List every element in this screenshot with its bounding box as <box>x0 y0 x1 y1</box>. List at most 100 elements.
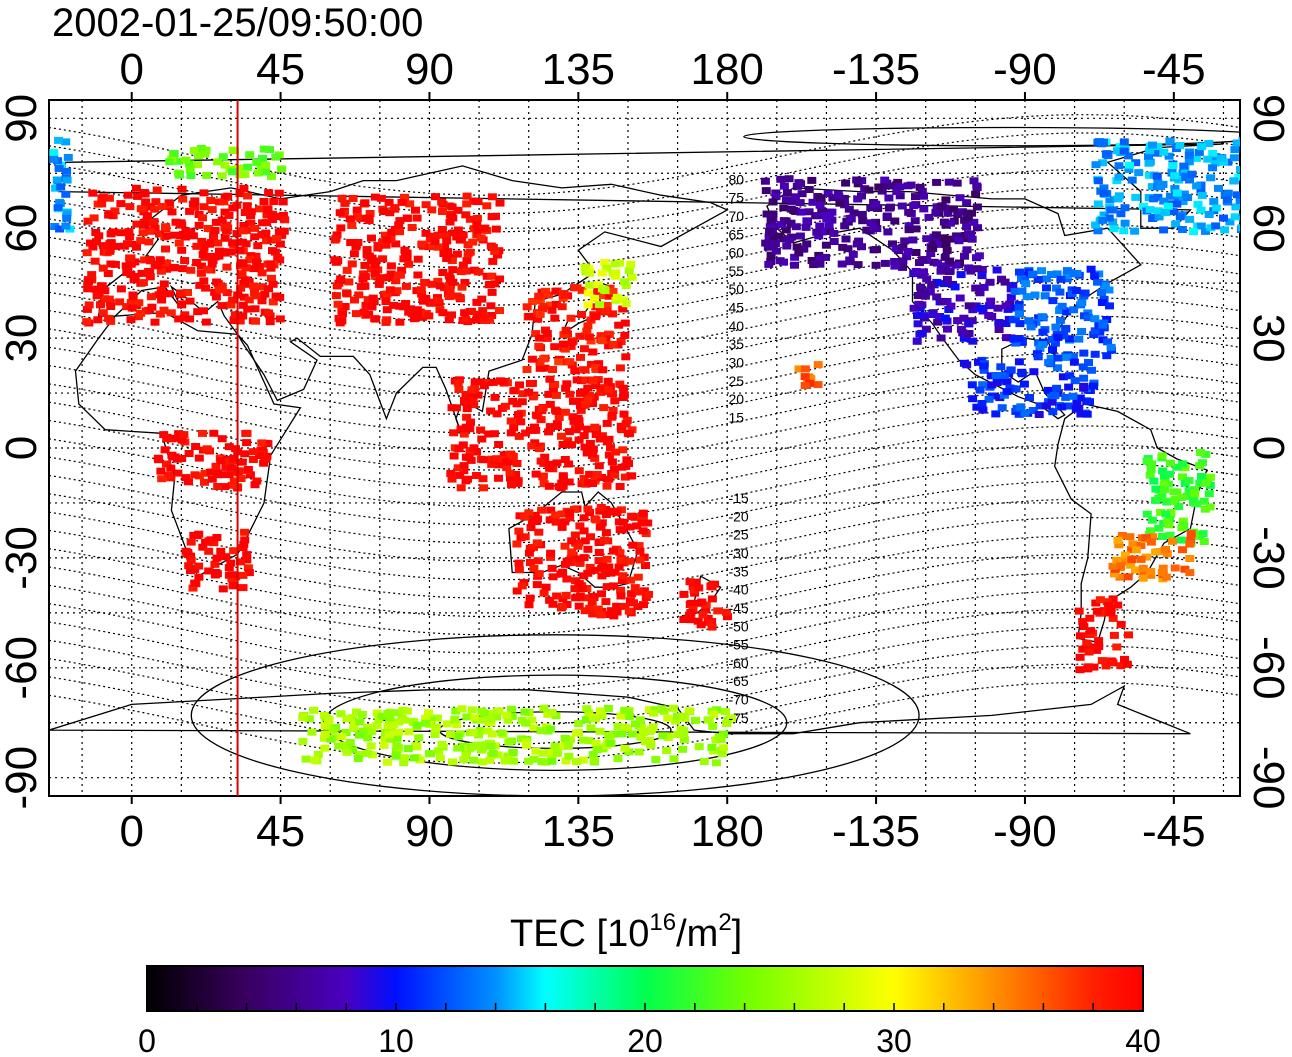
tec-cell <box>466 418 475 426</box>
tec-cell <box>570 367 580 375</box>
tec-cell <box>421 719 431 727</box>
tec-cell <box>144 267 154 275</box>
tec-cell <box>472 214 482 222</box>
tec-cell <box>686 609 696 617</box>
tec-cell <box>646 725 656 733</box>
tec-cell <box>591 431 601 438</box>
tec-cell <box>521 429 531 437</box>
tec-cell <box>474 268 484 276</box>
coastline <box>766 187 1142 420</box>
tec-cell <box>635 716 645 724</box>
tec-cell <box>488 257 498 265</box>
tec-cell <box>455 236 465 244</box>
tec-cell <box>1153 207 1163 215</box>
tec-cell <box>535 445 544 453</box>
tec-cell <box>620 706 630 714</box>
tec-cell <box>237 270 247 278</box>
tec-cell <box>800 365 810 373</box>
tec-cell <box>342 715 352 723</box>
tec-cell <box>1148 533 1158 541</box>
tec-cell <box>320 722 330 730</box>
tec-cell <box>1113 601 1123 609</box>
tec-cell <box>506 429 516 437</box>
tec-cell <box>166 309 176 317</box>
tec-cell <box>54 164 64 172</box>
tec-cell <box>204 547 214 555</box>
tec-cell <box>414 734 424 742</box>
tec-cell <box>83 285 93 293</box>
tec-cell <box>469 742 479 750</box>
tec-cell <box>611 448 621 456</box>
tec-cell <box>864 186 874 194</box>
tec-cell <box>449 452 459 460</box>
tec-cell <box>239 222 249 229</box>
tec-cell <box>1159 226 1169 234</box>
tec-cell <box>591 382 601 390</box>
tec-cell <box>177 300 187 308</box>
tec-cell <box>543 291 553 299</box>
tec-cell <box>534 528 544 536</box>
tec-cell <box>932 178 942 186</box>
tec-cell <box>125 233 135 241</box>
tec-cell <box>263 440 273 448</box>
tec-cell <box>1138 564 1148 572</box>
tec-cell <box>673 730 683 738</box>
tec-cell <box>159 306 169 314</box>
tec-cell <box>513 477 523 485</box>
tec-cell <box>978 381 988 389</box>
tec-cell <box>585 439 595 447</box>
tec-cell <box>353 755 363 763</box>
tec-cell <box>1219 158 1229 166</box>
tec-cell <box>635 547 645 555</box>
tec-cell <box>430 731 440 738</box>
tec-cell <box>1065 372 1075 380</box>
tec-cell <box>552 459 562 467</box>
tec-cell <box>801 223 811 231</box>
tec-cell <box>704 716 714 724</box>
tec-cell <box>609 612 619 620</box>
tec-cell <box>1063 402 1073 410</box>
tec-cell <box>347 221 357 229</box>
tec-cell <box>620 473 630 481</box>
tec-cell <box>627 590 637 598</box>
tec-cell <box>644 590 653 598</box>
tec-cell <box>397 198 407 206</box>
tec-cell <box>494 474 503 482</box>
tec-cell <box>1093 138 1103 146</box>
tec-cell <box>796 180 806 188</box>
tec-cell <box>404 308 414 316</box>
tec-cell <box>1123 152 1133 160</box>
tec-cell <box>1114 541 1124 549</box>
tec-cell <box>96 301 105 309</box>
tec-cell <box>259 198 269 205</box>
tec-cell <box>991 372 1001 379</box>
tec-cell <box>999 371 1009 379</box>
tec-cell <box>207 252 217 260</box>
tec-cell <box>620 319 630 327</box>
tec-cell <box>551 287 561 295</box>
tec-cell <box>597 285 607 293</box>
tec-cell <box>459 467 469 475</box>
tec-cell <box>1230 213 1240 221</box>
tec-cell <box>952 232 962 240</box>
tec-cell <box>992 266 1002 274</box>
tec-cell <box>994 326 1004 333</box>
tec-cell <box>161 223 170 231</box>
tec-cell <box>161 245 170 253</box>
tec-cell <box>97 282 106 290</box>
tec-cell <box>347 714 357 722</box>
tec-cell <box>544 428 554 436</box>
tec-cell <box>616 592 626 600</box>
tec-cell <box>612 608 622 616</box>
tec-cell <box>1089 382 1098 390</box>
tec-cell <box>937 297 947 305</box>
maglat-contour <box>49 462 1240 544</box>
tec-cell <box>332 282 342 290</box>
tec-cell <box>1048 408 1058 416</box>
maglat-label: -65 <box>728 673 748 689</box>
maglat-label: 35 <box>728 336 744 352</box>
tec-cell <box>574 417 584 425</box>
tec-cell <box>1131 159 1141 167</box>
tec-cell <box>342 290 352 298</box>
tec-cell <box>633 603 643 610</box>
